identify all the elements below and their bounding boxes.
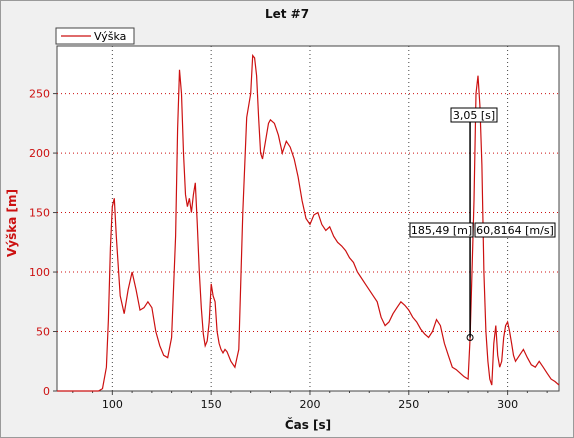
- y-tick-label: 50: [36, 326, 50, 339]
- axes: 0 50 100 150 200 250 100 150 200 250 300: [29, 88, 548, 411]
- x-tick-label: 250: [398, 398, 419, 411]
- y-tick-label: 100: [29, 266, 50, 279]
- x-tick-label: 150: [201, 398, 222, 411]
- y-tick-label: 150: [29, 207, 50, 220]
- legend-box: [55, 27, 135, 45]
- measurement-cursor: 3,05 [s] 185,49 [m] 60,8164 [m/s]: [409, 107, 556, 341]
- chart-title: Let #7: [265, 7, 309, 21]
- time-label: 3,05 [s]: [453, 109, 495, 122]
- x-tick-label: 200: [299, 398, 320, 411]
- speed-box: [474, 222, 556, 238]
- y-tick-label: 0: [43, 385, 50, 398]
- altitude-readout: 185,49 [m]: [411, 224, 472, 237]
- plot-area: [56, 45, 560, 392]
- series-line-vyska: [57, 53, 560, 392]
- y-tick-label: 200: [29, 147, 50, 160]
- cursor-marker-low: [466, 333, 474, 341]
- y-tick-label: 250: [29, 88, 50, 101]
- x-axis-label: Čas [s]: [285, 417, 331, 432]
- speed-readout: 60,8164 [m/s]: [476, 224, 554, 237]
- time-label-box: [450, 107, 498, 123]
- legend-label: Výška: [94, 30, 126, 43]
- x-tick-label: 300: [497, 398, 518, 411]
- y-axis-label: Výška [m]: [5, 189, 19, 257]
- x-tick-label: 100: [102, 398, 123, 411]
- readout-box: [409, 222, 474, 238]
- legend: Výška: [55, 27, 135, 45]
